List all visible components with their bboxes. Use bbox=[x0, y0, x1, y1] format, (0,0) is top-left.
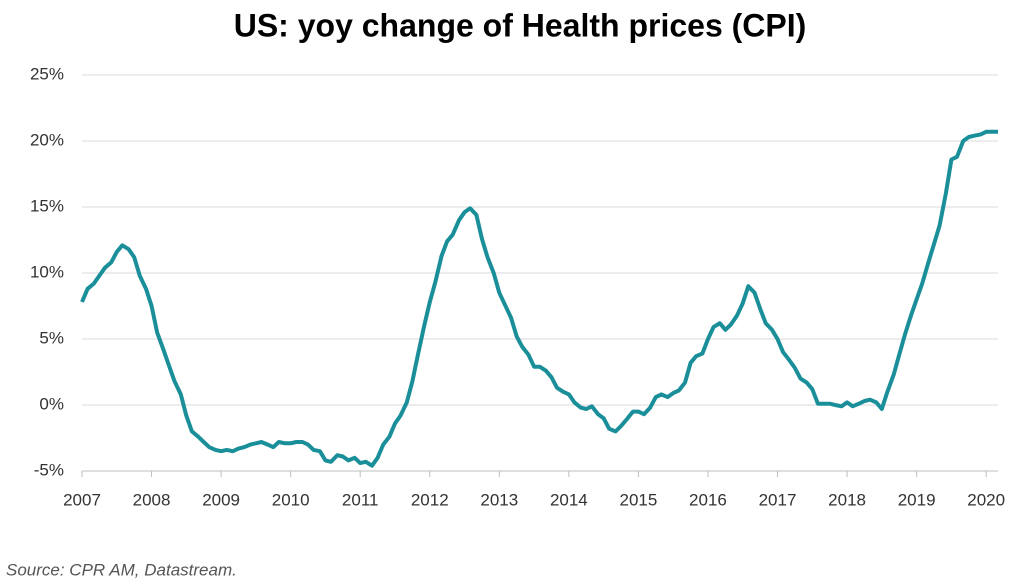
y-tick-label: -5% bbox=[34, 460, 64, 479]
y-tick-label: 5% bbox=[39, 328, 64, 347]
x-tick-label: 2017 bbox=[759, 490, 797, 509]
y-tick-label: 10% bbox=[30, 262, 64, 281]
x-tick-label: 2015 bbox=[620, 490, 658, 509]
x-tick-label: 2019 bbox=[898, 490, 936, 509]
x-tick-label: 2010 bbox=[272, 490, 310, 509]
source-note: Source: CPR AM, Datastream. bbox=[6, 560, 237, 579]
y-tick-label: 0% bbox=[39, 394, 64, 413]
x-tick-label: 2011 bbox=[342, 490, 379, 509]
x-tick-label: 2008 bbox=[133, 490, 171, 509]
y-tick-label: 25% bbox=[30, 64, 64, 83]
y-tick-label: 15% bbox=[30, 196, 64, 215]
x-tick-label: 2016 bbox=[689, 490, 727, 509]
x-tick-label: 2018 bbox=[828, 490, 866, 509]
x-tick-label: 2012 bbox=[411, 490, 449, 509]
data-line bbox=[80, 129, 998, 468]
x-tick-label: 2014 bbox=[550, 490, 588, 509]
y-tick-label: 20% bbox=[30, 130, 64, 149]
x-tick-label: 2020 bbox=[967, 490, 1005, 509]
chart-title: US: yoy change of Health prices (CPI) bbox=[234, 7, 807, 43]
x-tick-label: 2009 bbox=[202, 490, 240, 509]
x-tick-label: 2007 bbox=[63, 490, 101, 509]
x-tick-label: 2013 bbox=[480, 490, 518, 509]
